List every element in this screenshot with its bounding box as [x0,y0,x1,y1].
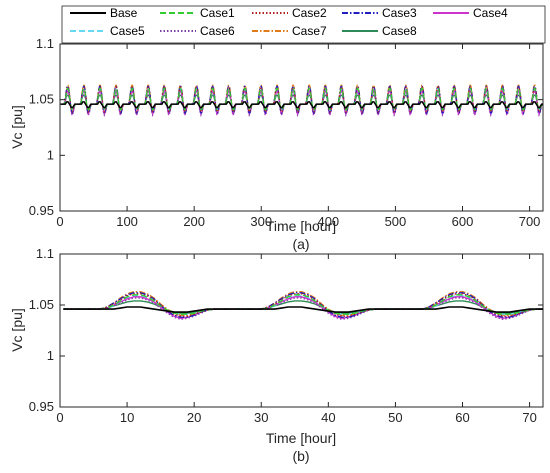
x-tick-label: 30 [254,410,268,425]
series-line-case5 [63,295,543,315]
legend-label-case5: Case5 [110,24,145,38]
x-tick-label: 50 [388,410,402,425]
x-tick-label: 400 [317,214,339,229]
x-tick-label: 500 [385,214,407,229]
x-tick-label: 70 [522,410,536,425]
legend-label-case2: Case2 [292,6,327,20]
legend-label-case1: Case1 [200,6,235,20]
x-tick-label: 0 [56,214,63,229]
y-ticks-b: 0.95 1 1.05 1.1 [29,246,543,414]
legend-label-case8: Case8 [382,24,417,38]
x-tick-label: 100 [116,214,138,229]
x-tick-label: 60 [455,410,469,425]
y-tick-label: 0.95 [29,203,54,218]
x-tick-label: 20 [187,410,201,425]
y-axis-label-b: Vc [pu] [9,308,25,352]
plot-area-a [59,43,544,212]
x-tick-label: 300 [250,214,272,229]
x-axis-label-b: Time [hour] [266,430,336,446]
x-tick-label: 600 [452,214,474,229]
legend: Base Case1 Case2 Case3 Case4 Case5 Case6 Case7 C… [61,5,546,44]
x-tick-label: 0 [56,410,63,425]
x-tick-label: 40 [321,410,335,425]
panel-a: 0.95 1 1.05 1.1 0 100 200 300 400 500 600 700 Time… [9,36,544,252]
plot-area-b [59,253,544,408]
series-group-a [60,84,543,117]
x-tick-label: 10 [120,410,134,425]
series-line-case2 [63,293,543,317]
legend-label-base: Base [110,6,138,20]
caption-a: (a) [292,236,309,252]
legend-label-case3: Case3 [382,6,417,20]
series-line-case7 [63,291,543,316]
x-tick-label: 700 [519,214,541,229]
y-tick-label: 1.1 [36,36,54,51]
x-tick-label: 200 [183,214,205,229]
series-line-case6 [63,297,543,321]
y-tick-label: 1 [47,147,54,162]
series-group-b [63,291,543,321]
series-line-case8 [63,300,543,314]
panel-b: 0.95 1 1.05 1.1 0 10 20 30 40 50 60 70 Time [hour]… [9,246,544,464]
y-axis-label-a: Vc [pu] [9,105,25,149]
series-line-base [60,101,543,109]
series-lines [63,291,543,321]
legend-label-case7: Case7 [292,24,327,38]
y-tick-label: 1 [47,348,54,363]
x-ticks-a: 0 100 200 300 400 500 600 700 [56,44,540,229]
y-tick-label: 1.05 [29,92,54,107]
series-lines [60,84,543,117]
y-tick-label: 1.1 [36,246,54,261]
series-line-base [63,306,543,313]
y-ticks-a: 0.95 1 1.05 1.1 [29,36,543,218]
x-ticks-b: 0 10 20 30 40 50 60 70 [56,254,537,425]
legend-label-case4: Case4 [473,6,508,20]
y-tick-label: 1.05 [29,297,54,312]
y-tick-label: 0.95 [29,399,54,414]
series-line-case4 [63,296,543,320]
x-axis-label-a: Time [hour] [266,218,336,234]
caption-b: (b) [292,448,309,464]
legend-label-case6: Case6 [200,24,235,38]
series-line-case3 [63,292,543,318]
